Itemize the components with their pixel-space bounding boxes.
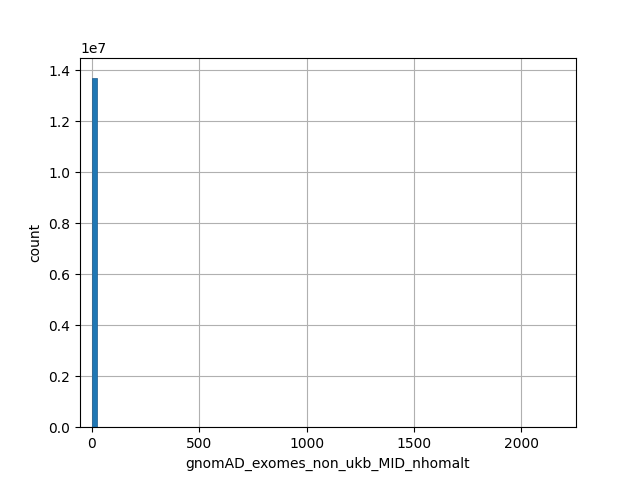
Y-axis label: count: count — [29, 223, 43, 262]
Bar — [92, 78, 97, 427]
X-axis label: gnomAD_exomes_non_ukb_MID_nhomalt: gnomAD_exomes_non_ukb_MID_nhomalt — [186, 456, 470, 470]
